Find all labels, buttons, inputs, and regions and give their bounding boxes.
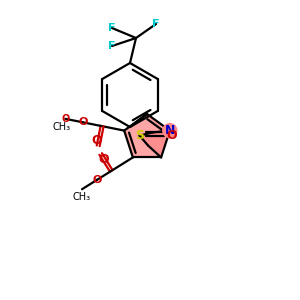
- Text: F: F: [152, 19, 160, 29]
- Polygon shape: [124, 114, 170, 158]
- Circle shape: [163, 124, 177, 138]
- Text: N: N: [165, 124, 175, 137]
- Text: F: F: [108, 41, 116, 51]
- Text: O: O: [93, 175, 102, 185]
- Text: CH₃: CH₃: [73, 192, 91, 202]
- Text: F: F: [108, 23, 116, 33]
- Text: O: O: [61, 114, 70, 124]
- Text: O: O: [78, 117, 88, 127]
- Text: O: O: [92, 134, 102, 147]
- Text: S: S: [135, 129, 144, 142]
- Text: O: O: [99, 153, 109, 166]
- Text: CH₃: CH₃: [52, 122, 70, 132]
- Polygon shape: [140, 130, 170, 158]
- Text: O: O: [166, 129, 177, 142]
